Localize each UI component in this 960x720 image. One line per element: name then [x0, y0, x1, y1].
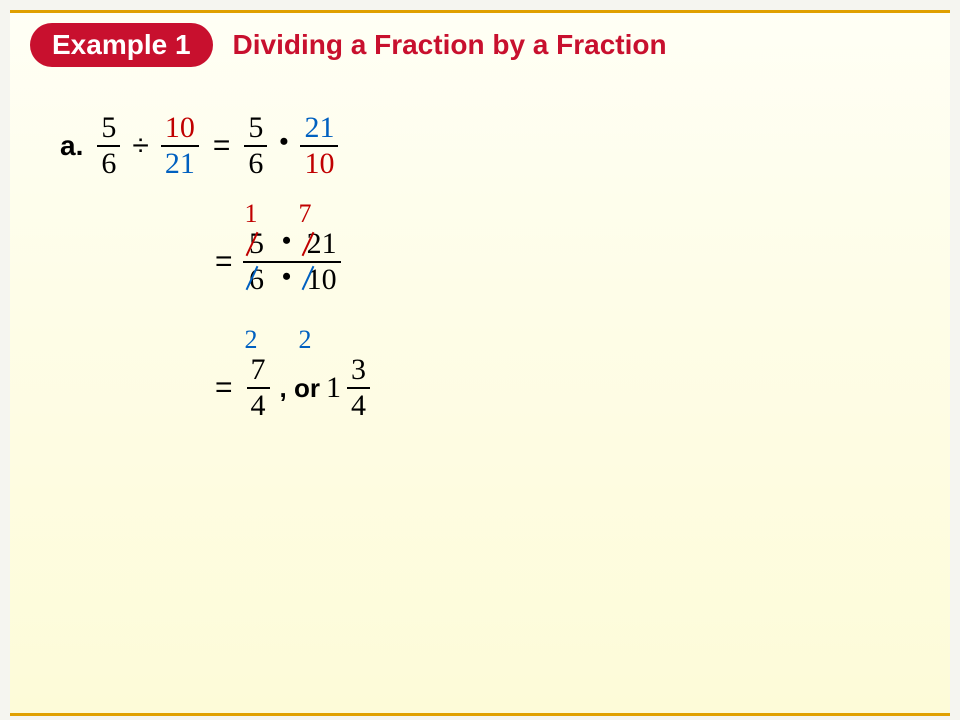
equals-sign: = [213, 129, 231, 163]
multiply-dot: • [279, 127, 288, 157]
numerator: 10 [161, 113, 199, 145]
cancel-value: 7 [299, 199, 312, 229]
numerator: 3 [347, 355, 370, 387]
numerator: 5 • 21 [243, 229, 341, 261]
denominator: 10 [300, 145, 338, 179]
denominator: 4 [247, 387, 270, 421]
denominator: 21 [161, 145, 199, 179]
denominator: 6 • 10 [243, 261, 341, 295]
step-3: = 7 4 , or 1 3 4 [205, 355, 374, 421]
cancel-value: 2 [299, 325, 312, 355]
factor: 21 [307, 229, 337, 259]
numerator: 5 [244, 113, 267, 145]
fraction-21-10: 21 10 [300, 113, 338, 179]
fraction-5-6: 5 6 [97, 113, 120, 179]
cancel-value: 2 [245, 325, 258, 355]
or-label: , or [280, 373, 320, 404]
example-pill: Example 1 [30, 23, 213, 67]
result-fraction: 7 4 [247, 355, 270, 421]
equals-sign: = [215, 371, 233, 405]
multiply-dot: • [282, 226, 291, 255]
slide-title: Dividing a Fraction by a Fraction [233, 29, 667, 61]
fraction-5-6b: 5 6 [244, 113, 267, 179]
part-label: a. [60, 130, 83, 162]
numerator: 21 [300, 113, 338, 145]
step-1: a. 5 6 ÷ 10 21 = 5 6 • 21 10 [60, 113, 374, 179]
numerator: 5 [97, 113, 120, 145]
denominator: 6 [244, 145, 267, 179]
equals-sign: = [215, 245, 233, 279]
mixed-whole: 1 [326, 371, 341, 405]
step-2: = 5 • 21 6 • 10 [205, 229, 374, 295]
cancel-value: 1 [245, 199, 258, 229]
denominator: 6 [97, 145, 120, 179]
fraction-10-21: 10 21 [161, 113, 199, 179]
worked-example: a. 5 6 ÷ 10 21 = 5 6 • 21 10 = [60, 113, 374, 451]
factor: 10 [307, 265, 337, 295]
slide: Example 1 Dividing a Fraction by a Fract… [10, 10, 950, 716]
factor: 6 [247, 265, 267, 295]
cancel-fraction: 5 • 21 6 • 10 1 7 [243, 229, 341, 295]
numerator: 7 [247, 355, 270, 387]
mixed-fraction: 3 4 [347, 355, 370, 421]
factor: 5 [247, 229, 267, 259]
divide-sign: ÷ [132, 129, 148, 163]
denominator: 4 [347, 387, 370, 421]
multiply-dot: • [282, 262, 291, 291]
header: Example 1 Dividing a Fraction by a Fract… [30, 23, 667, 67]
